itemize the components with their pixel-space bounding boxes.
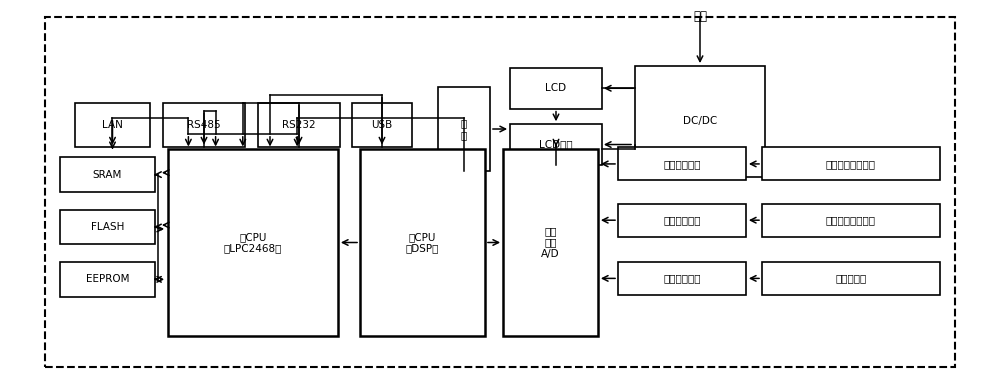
FancyBboxPatch shape	[360, 149, 485, 336]
Text: LAN: LAN	[102, 120, 123, 130]
FancyBboxPatch shape	[75, 103, 150, 147]
FancyBboxPatch shape	[503, 149, 598, 336]
Text: 信号调理电路: 信号调理电路	[663, 215, 701, 225]
Text: 电源: 电源	[693, 10, 707, 23]
FancyBboxPatch shape	[510, 124, 602, 165]
FancyBboxPatch shape	[762, 147, 940, 180]
FancyBboxPatch shape	[438, 87, 490, 171]
FancyBboxPatch shape	[618, 262, 746, 295]
Text: 油压传感器: 油压传感器	[835, 274, 867, 283]
Text: 信号调理电路: 信号调理电路	[663, 159, 701, 169]
Text: 从CPU
（DSP）: 从CPU （DSP）	[406, 232, 439, 253]
FancyBboxPatch shape	[618, 204, 746, 237]
FancyBboxPatch shape	[762, 262, 940, 295]
FancyBboxPatch shape	[60, 262, 155, 297]
Text: 主CPU
（LPC2468）: 主CPU （LPC2468）	[224, 232, 282, 253]
Text: 高速
同步
A/D: 高速 同步 A/D	[541, 226, 560, 259]
FancyBboxPatch shape	[258, 103, 340, 147]
Text: USB: USB	[371, 120, 393, 130]
Text: LCD驱动: LCD驱动	[539, 140, 573, 149]
Text: DC/DC: DC/DC	[683, 116, 717, 126]
Text: 气缸套振动传感器: 气缸套振动传感器	[826, 215, 876, 225]
FancyBboxPatch shape	[618, 147, 746, 180]
Text: SRAM: SRAM	[93, 170, 122, 180]
Text: LCD: LCD	[545, 83, 567, 93]
FancyBboxPatch shape	[60, 210, 155, 244]
FancyBboxPatch shape	[635, 66, 765, 177]
Text: RS485: RS485	[187, 120, 221, 130]
Text: 键
盘: 键 盘	[461, 118, 467, 140]
FancyBboxPatch shape	[352, 103, 412, 147]
FancyBboxPatch shape	[60, 157, 155, 192]
Text: RS232: RS232	[282, 120, 316, 130]
FancyBboxPatch shape	[510, 68, 602, 109]
Text: 信号调理电路: 信号调理电路	[663, 274, 701, 283]
Text: FLASH: FLASH	[91, 222, 124, 232]
FancyBboxPatch shape	[163, 103, 245, 147]
Text: EEPROM: EEPROM	[86, 274, 129, 284]
FancyBboxPatch shape	[762, 204, 940, 237]
Text: 气缸盖振动传感器: 气缸盖振动传感器	[826, 159, 876, 169]
FancyBboxPatch shape	[168, 149, 338, 336]
